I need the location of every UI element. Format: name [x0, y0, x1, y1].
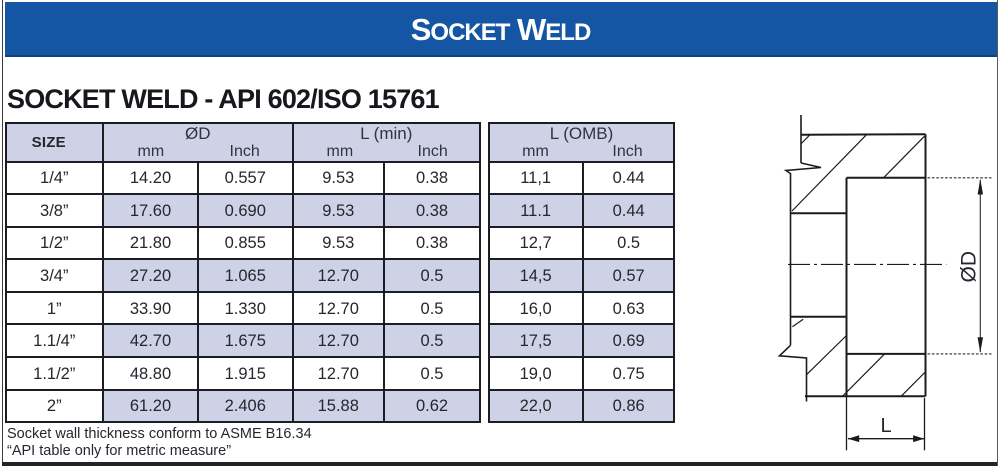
- svg-text:ØD: ØD: [957, 251, 980, 283]
- svg-text:L: L: [880, 415, 891, 437]
